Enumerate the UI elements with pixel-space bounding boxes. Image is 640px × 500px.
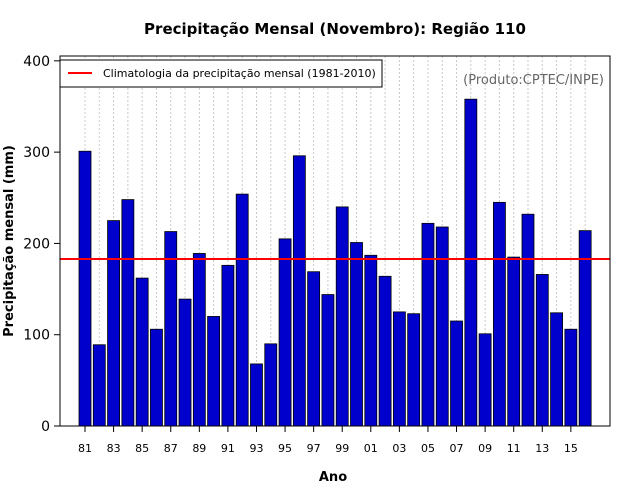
bar-87 — [164, 231, 178, 427]
y-tick-label: 200 — [23, 236, 50, 252]
bar-96 — [292, 155, 306, 427]
bar-05 — [421, 222, 435, 427]
y-tick-label: 0 — [41, 419, 50, 435]
plot-frame — [59, 55, 611, 427]
x-tick-label: 87 — [164, 442, 178, 455]
x-tick-label: 07 — [450, 442, 464, 455]
bar-99 — [335, 206, 349, 427]
bar-01 — [364, 254, 378, 427]
y-tick-label: 100 — [23, 328, 50, 344]
credit-text: (Produto:CPTEC/INPE) — [463, 73, 604, 88]
x-tick-label: 81 — [78, 442, 92, 455]
bar-93 — [250, 363, 263, 427]
bars — [78, 98, 592, 427]
bar-15 — [564, 328, 578, 427]
bar-84 — [121, 199, 135, 427]
x-tick-label: 15 — [564, 442, 578, 455]
x-tick-label: 89 — [192, 442, 206, 455]
x-tick-label: 85 — [135, 442, 149, 455]
legend-box — [59, 59, 383, 88]
bar-16 — [578, 230, 592, 427]
bar-88 — [178, 298, 192, 427]
bar-08 — [464, 98, 478, 427]
bar-07 — [450, 320, 463, 427]
bar-13 — [535, 274, 549, 427]
bar-92 — [235, 193, 249, 427]
y-axis-title: Precipitação mensal (mm) — [2, 145, 17, 337]
x-tick-label: 83 — [107, 442, 121, 455]
bar-85 — [135, 277, 149, 427]
x-tick-label: 95 — [278, 442, 292, 455]
bar-10 — [493, 201, 506, 427]
legend-label: Climatologia da precipitação mensal (198… — [103, 67, 376, 80]
x-axis: 81 83 85 87 89 91 93 95 97 99 01 03 05 07 09 11 13 15 — [78, 426, 578, 455]
x-tick-label: 11 — [507, 442, 521, 455]
x-tick-label: 05 — [421, 442, 435, 455]
y-tick-label: 400 — [23, 54, 50, 70]
bar-83 — [107, 220, 120, 427]
bar-95 — [278, 238, 292, 427]
chart-title: Precipitação Mensal (Novembro): Região 1… — [144, 20, 526, 38]
bar-02 — [378, 275, 392, 427]
y-axis: 0 100 200 300 400 — [23, 54, 60, 435]
bar-89 — [192, 253, 206, 427]
x-tick-label: 99 — [335, 442, 349, 455]
bar-90 — [207, 316, 221, 427]
bar-91 — [221, 264, 235, 427]
x-axis-title: Ano — [319, 470, 347, 485]
bar-09 — [478, 333, 492, 427]
x-tick-label: 03 — [392, 442, 406, 455]
bar-98 — [321, 294, 335, 427]
y-tick-label: 300 — [23, 145, 50, 161]
x-tick-label: 13 — [535, 442, 549, 455]
bar-03 — [392, 311, 406, 427]
bar-86 — [150, 328, 163, 427]
bar-11 — [507, 256, 521, 427]
x-tick-label: 09 — [478, 442, 492, 455]
x-tick-label: 91 — [221, 442, 235, 455]
x-tick-label: 97 — [307, 442, 321, 455]
x-tick-label: 01 — [364, 442, 378, 455]
bar-12 — [521, 213, 535, 427]
bar-14 — [550, 312, 563, 427]
x-tick-label: 93 — [249, 442, 263, 455]
bar-94 — [264, 343, 278, 427]
bar-97 — [307, 271, 321, 427]
legend: Climatologia da precipitação mensal (198… — [59, 59, 383, 88]
bar-04 — [407, 313, 421, 427]
bar-81 — [78, 150, 92, 427]
bar-06 — [435, 226, 449, 427]
bar-00 — [350, 242, 363, 427]
bar-82 — [92, 344, 106, 427]
